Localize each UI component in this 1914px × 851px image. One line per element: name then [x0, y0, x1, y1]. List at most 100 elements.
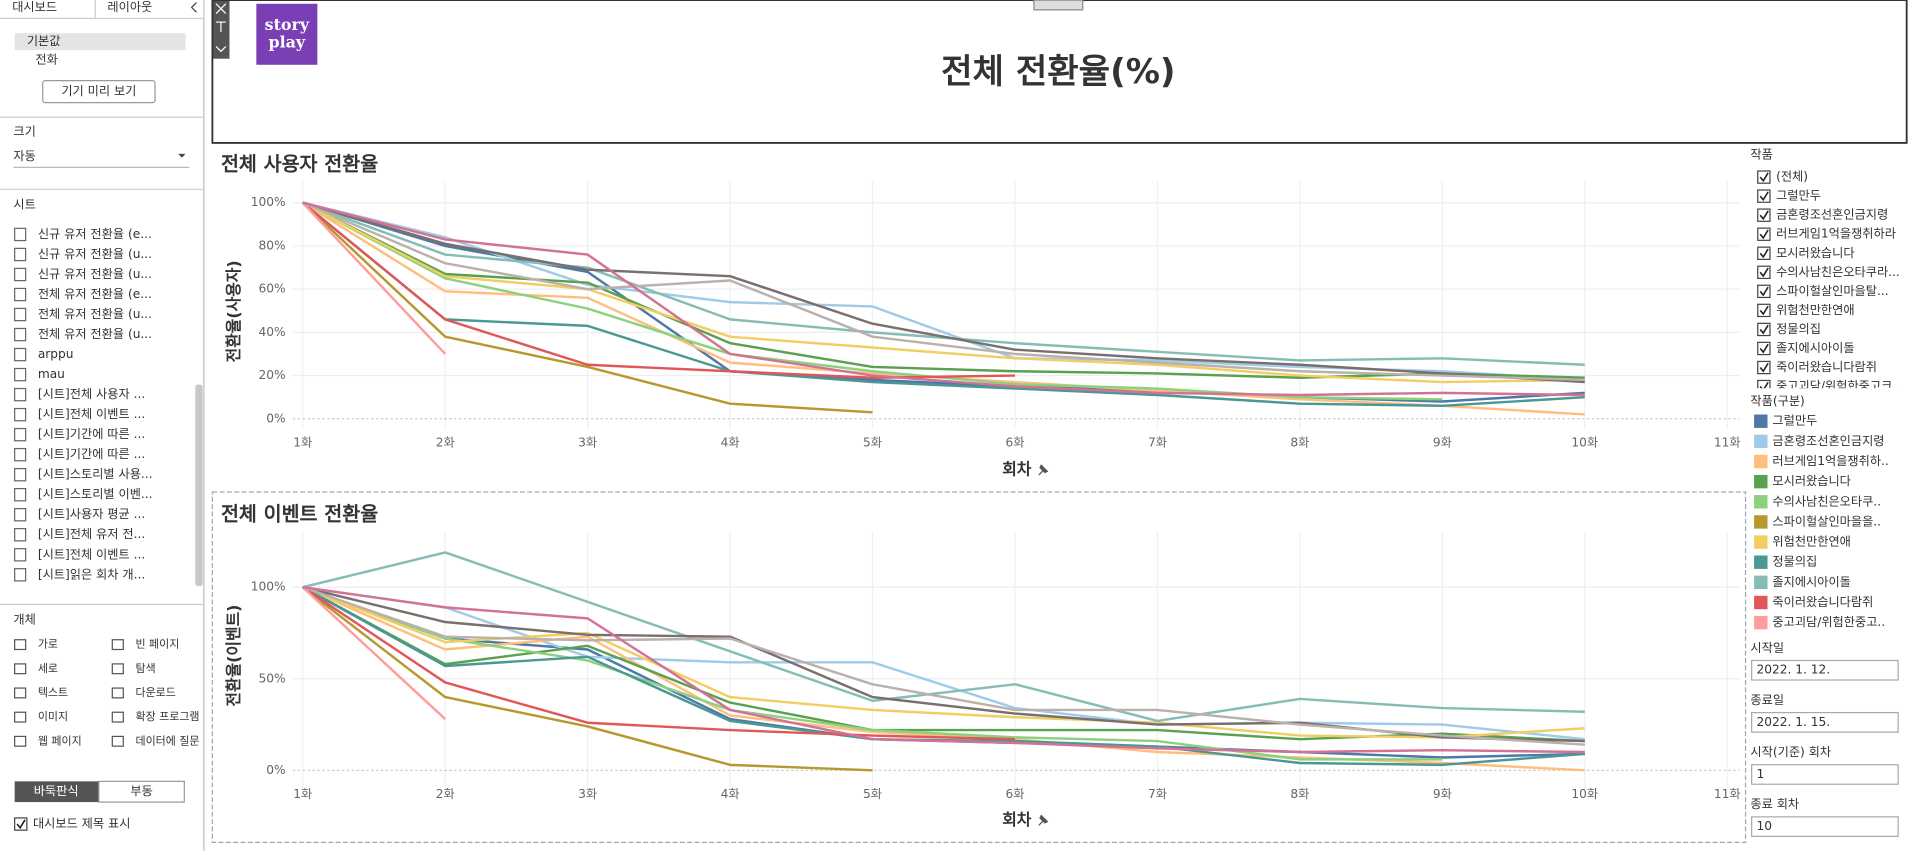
button-label[interactable]: 기기 미리 보기 [61, 84, 136, 98]
toggle-label[interactable]: 바둑판식 [34, 784, 79, 798]
filter-item[interactable]: 그럴만두 [1776, 189, 1821, 203]
object-icon [14, 687, 27, 699]
x-tick-label: 11화 [1714, 787, 1741, 801]
series-line [302, 201, 1585, 384]
filter-item[interactable]: 러브게임1억을쟁취하라 [1776, 227, 1896, 241]
check-mark [1759, 305, 1769, 316]
toggle-on[interactable] [14, 781, 99, 803]
series-line [302, 201, 1585, 382]
sheet-item[interactable]: [시트]전체 이벤트 ... [38, 407, 145, 421]
legend-item: 죽이러왔습니다람쥐 [1772, 594, 1873, 609]
logo-text: story [265, 15, 310, 34]
sidebar [0, 0, 204, 851]
filter-item[interactable]: 정물의집 [1776, 322, 1821, 336]
object-item[interactable]: 웹 페이지 [38, 734, 82, 747]
check-mark [1759, 286, 1769, 297]
sheet-item[interactable]: [시트]스토리별 이벤... [38, 487, 153, 501]
tab-box [94, 0, 205, 20]
parameter-label: 종료일 [1750, 693, 1784, 707]
filter-item[interactable]: 중고괴담/위험한중고크... [1776, 379, 1904, 393]
pin-icon [1038, 814, 1049, 826]
parameter-label: 시작일 [1750, 641, 1784, 655]
sheet-icon [14, 487, 27, 502]
sheet-item[interactable]: [시트]읽은 회차 개... [38, 567, 145, 581]
object-item[interactable]: 가로 [38, 638, 58, 651]
input-value[interactable]: 10 [1757, 819, 1773, 833]
sheet-item[interactable]: 신규 유저 전환율 (u... [38, 267, 152, 281]
legend-item: 러브게임1억을쟁취하.. [1772, 454, 1888, 468]
series-line [302, 586, 1443, 761]
y-tick-label: 60% [259, 282, 286, 296]
filter-item[interactable]: 금혼령조선혼인금지령 [1776, 208, 1888, 222]
y-axis-title: 전환율(사용자) [224, 260, 243, 362]
y-tick-label: 80% [259, 238, 286, 252]
device[interactable]: 전화 [35, 52, 57, 66]
filter-item[interactable]: 수의사남친은오타쿠라... [1776, 265, 1900, 279]
sheet-item[interactable]: 전체 유저 전환율 (u... [38, 307, 152, 321]
object-item[interactable]: 세로 [38, 662, 58, 675]
sheet-item[interactable]: [시트]기간에 따른 ... [38, 447, 145, 461]
checkbox[interactable] [1757, 379, 1771, 392]
sheet-item[interactable]: 신규 유저 전환율 (e... [38, 227, 152, 241]
x-tick-label: 10화 [1571, 436, 1598, 450]
object-item[interactable]: 텍스트 [38, 686, 68, 699]
sheet-item[interactable]: arppu [38, 347, 74, 361]
y-tick-label: 0% [266, 411, 285, 425]
toggle-off[interactable] [98, 780, 185, 803]
sheet-item[interactable]: [시트]기간에 따른 ... [38, 427, 145, 441]
filter-item[interactable]: 죽이러왔습니다람쥐 [1776, 359, 1877, 374]
sheet-item[interactable]: [시트]전체 이벤트 ... [38, 547, 145, 561]
object-icon [14, 711, 27, 723]
sheet-item[interactable]: 전체 유저 전환율 (u... [38, 327, 152, 341]
sheet-icon [14, 227, 27, 242]
input-value[interactable]: 2022. 1. 12. [1757, 663, 1831, 677]
sheet-item[interactable]: mau [38, 367, 65, 381]
sheet-item[interactable]: [시트]사용자 평균 ... [38, 507, 145, 521]
object-item[interactable]: 다운로드 [135, 686, 175, 699]
sheet-item[interactable]: [시트]전체 유저 전... [38, 527, 145, 541]
series-line [302, 201, 1585, 379]
filter-item[interactable]: 스파이헐살인마을탈... [1776, 284, 1889, 298]
dropdown-value[interactable]: 자동 [13, 149, 35, 163]
x-tick-label: 1화 [293, 787, 312, 801]
input-value[interactable]: 2022. 1. 15. [1757, 715, 1831, 729]
sheet-icon [14, 367, 27, 382]
sheet-item[interactable]: 전체 유저 전환율 (e... [38, 287, 152, 301]
check-mark [1759, 362, 1769, 373]
x-tick-label: 5화 [863, 436, 882, 450]
input-box[interactable] [1751, 764, 1899, 785]
input-box[interactable] [1751, 659, 1899, 681]
filter-item[interactable]: 위험천만한연애 [1776, 302, 1855, 317]
object-item[interactable]: 빈 페이지 [135, 638, 179, 651]
checkbox[interactable] [1757, 265, 1771, 280]
sheet-item[interactable]: 신규 유저 전환율 (u... [38, 247, 152, 261]
button[interactable] [42, 80, 156, 104]
filter-item[interactable]: 모시러왔습니다 [1776, 245, 1855, 260]
pin-icon [1038, 464, 1049, 476]
sheet-item[interactable]: [시트]스토리별 사용... [38, 467, 153, 481]
sheet-item[interactable]: [시트]전체 사용자 ... [38, 387, 145, 401]
input-box[interactable] [1751, 711, 1899, 733]
object-item[interactable]: 이미지 [38, 710, 68, 723]
checkbox-label[interactable]: 대시보드 제목 표시 [33, 817, 130, 831]
logo-text: play [269, 32, 306, 51]
input-value[interactable]: 1 [1757, 767, 1765, 781]
object-item[interactable]: 확장 프로그램 [135, 710, 199, 723]
object-icon [111, 711, 124, 723]
object-item[interactable]: 탐색 [135, 662, 155, 675]
legend-item: 스파이헐살인마을을.. [1772, 514, 1881, 528]
legend-swatch [1754, 555, 1768, 569]
collapse-icon[interactable] [190, 2, 197, 13]
toggle-label[interactable]: 부동 [130, 784, 152, 798]
filter-item[interactable]: (전체) [1776, 170, 1808, 184]
check-mark [1759, 267, 1769, 278]
tab[interactable]: 레이아웃 [107, 0, 152, 14]
input-box[interactable] [1751, 816, 1899, 837]
tab[interactable]: 대시보드 [12, 0, 57, 14]
device[interactable]: 기본값 [27, 34, 61, 48]
filter-item[interactable]: 졸지에시아이돌 [1776, 341, 1855, 355]
legend-title: 작품(구분) [1750, 394, 1804, 408]
checkbox[interactable] [1757, 284, 1771, 299]
object-item[interactable]: 데이터에 질문 [135, 734, 199, 747]
